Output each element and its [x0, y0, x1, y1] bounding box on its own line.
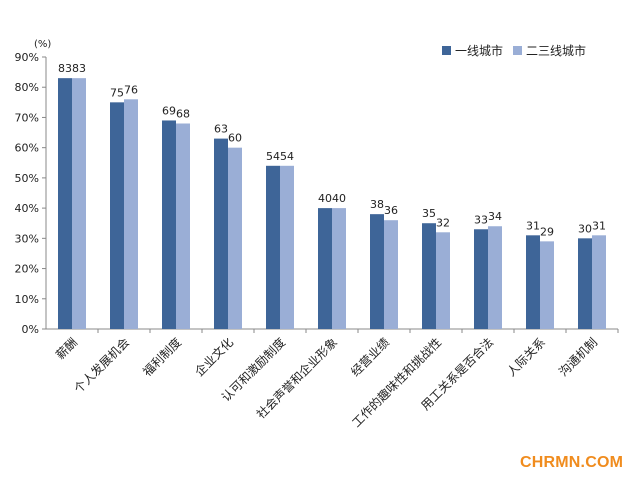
y-tick-label: 50% [15, 172, 39, 185]
data-label-1: 35 [422, 207, 436, 220]
bar-2 [228, 147, 242, 329]
legend-label-series-2: 二三线城市 [526, 44, 587, 58]
bar-1 [58, 78, 72, 330]
data-label-2: 34 [488, 210, 502, 223]
bar-1 [266, 165, 280, 329]
legend-item-series-2: 二三线城市 [513, 42, 586, 59]
data-label-1: 33 [474, 213, 488, 226]
bar-2 [540, 241, 554, 329]
legend-item-series-1: 一线城市 [442, 42, 503, 59]
bar-1 [578, 238, 592, 329]
y-tick-label: 0% [22, 323, 39, 336]
y-tick-label: 70% [15, 111, 39, 124]
data-label-2: 60 [228, 132, 242, 145]
x-tick-label: 企业文化 [192, 335, 237, 380]
bar-2 [436, 232, 450, 329]
data-label-2: 68 [176, 107, 190, 120]
bar-1 [422, 223, 436, 329]
bar-1 [526, 235, 540, 329]
data-label-1: 38 [370, 198, 384, 211]
y-tick-label: 90% [15, 51, 39, 64]
legend: 一线城市 二三线城市 [442, 42, 586, 59]
x-tick-label: 工作的趣味性和挑战性 [349, 335, 444, 430]
bar-1 [370, 214, 384, 329]
data-label-1: 63 [214, 123, 228, 136]
x-tick-label: 个人发展机会 [71, 335, 133, 397]
y-axis-unit-label: (%) [34, 39, 51, 50]
bar-2 [384, 220, 398, 329]
bar-1 [214, 138, 228, 329]
data-label-1: 31 [526, 219, 540, 232]
data-label-2: 76 [124, 83, 138, 96]
data-label-2: 29 [540, 225, 554, 238]
bar-2 [592, 235, 606, 329]
data-label-1: 30 [578, 222, 592, 235]
bar-2 [176, 123, 190, 329]
data-label-1: 69 [162, 104, 176, 117]
x-tick-label: 沟通机制 [556, 335, 600, 379]
bar-1 [110, 102, 124, 329]
legend-swatch-series-1 [442, 46, 451, 55]
y-tick-label: 80% [15, 81, 39, 94]
data-label-2: 54 [280, 150, 294, 163]
y-tick-label: 40% [15, 202, 39, 215]
y-tick-label: 10% [15, 293, 39, 306]
bar-2 [332, 208, 346, 329]
y-tick-label: 30% [15, 232, 39, 245]
x-tick-label: 人际关系 [504, 335, 548, 379]
bar-1 [318, 208, 332, 329]
bar-2 [72, 78, 86, 330]
legend-label-series-1: 一线城市 [455, 44, 504, 58]
data-label-1: 40 [318, 192, 332, 205]
y-tick-label: 60% [15, 142, 39, 155]
data-label-2: 40 [332, 192, 346, 205]
data-label-2: 36 [384, 204, 398, 217]
x-tick-label: 经营业绩 [348, 335, 392, 379]
x-tick-label: 福利制度 [140, 335, 185, 380]
bar-2 [280, 165, 294, 329]
data-label-2: 31 [592, 219, 606, 232]
x-tick-label: 薪酬 [53, 335, 80, 362]
bar-1 [474, 229, 488, 329]
bar-2 [124, 99, 138, 329]
y-tick-label: 20% [15, 263, 39, 276]
data-label-1: 83 [58, 62, 72, 75]
watermark: CHRMN.COM [520, 454, 624, 471]
bar-1 [162, 120, 176, 329]
data-label-2: 83 [72, 62, 86, 75]
data-label-1: 54 [266, 150, 280, 163]
data-label-2: 32 [436, 216, 450, 229]
legend-swatch-series-2 [513, 46, 523, 55]
bar-2 [488, 226, 502, 329]
data-label-1: 75 [110, 86, 124, 99]
